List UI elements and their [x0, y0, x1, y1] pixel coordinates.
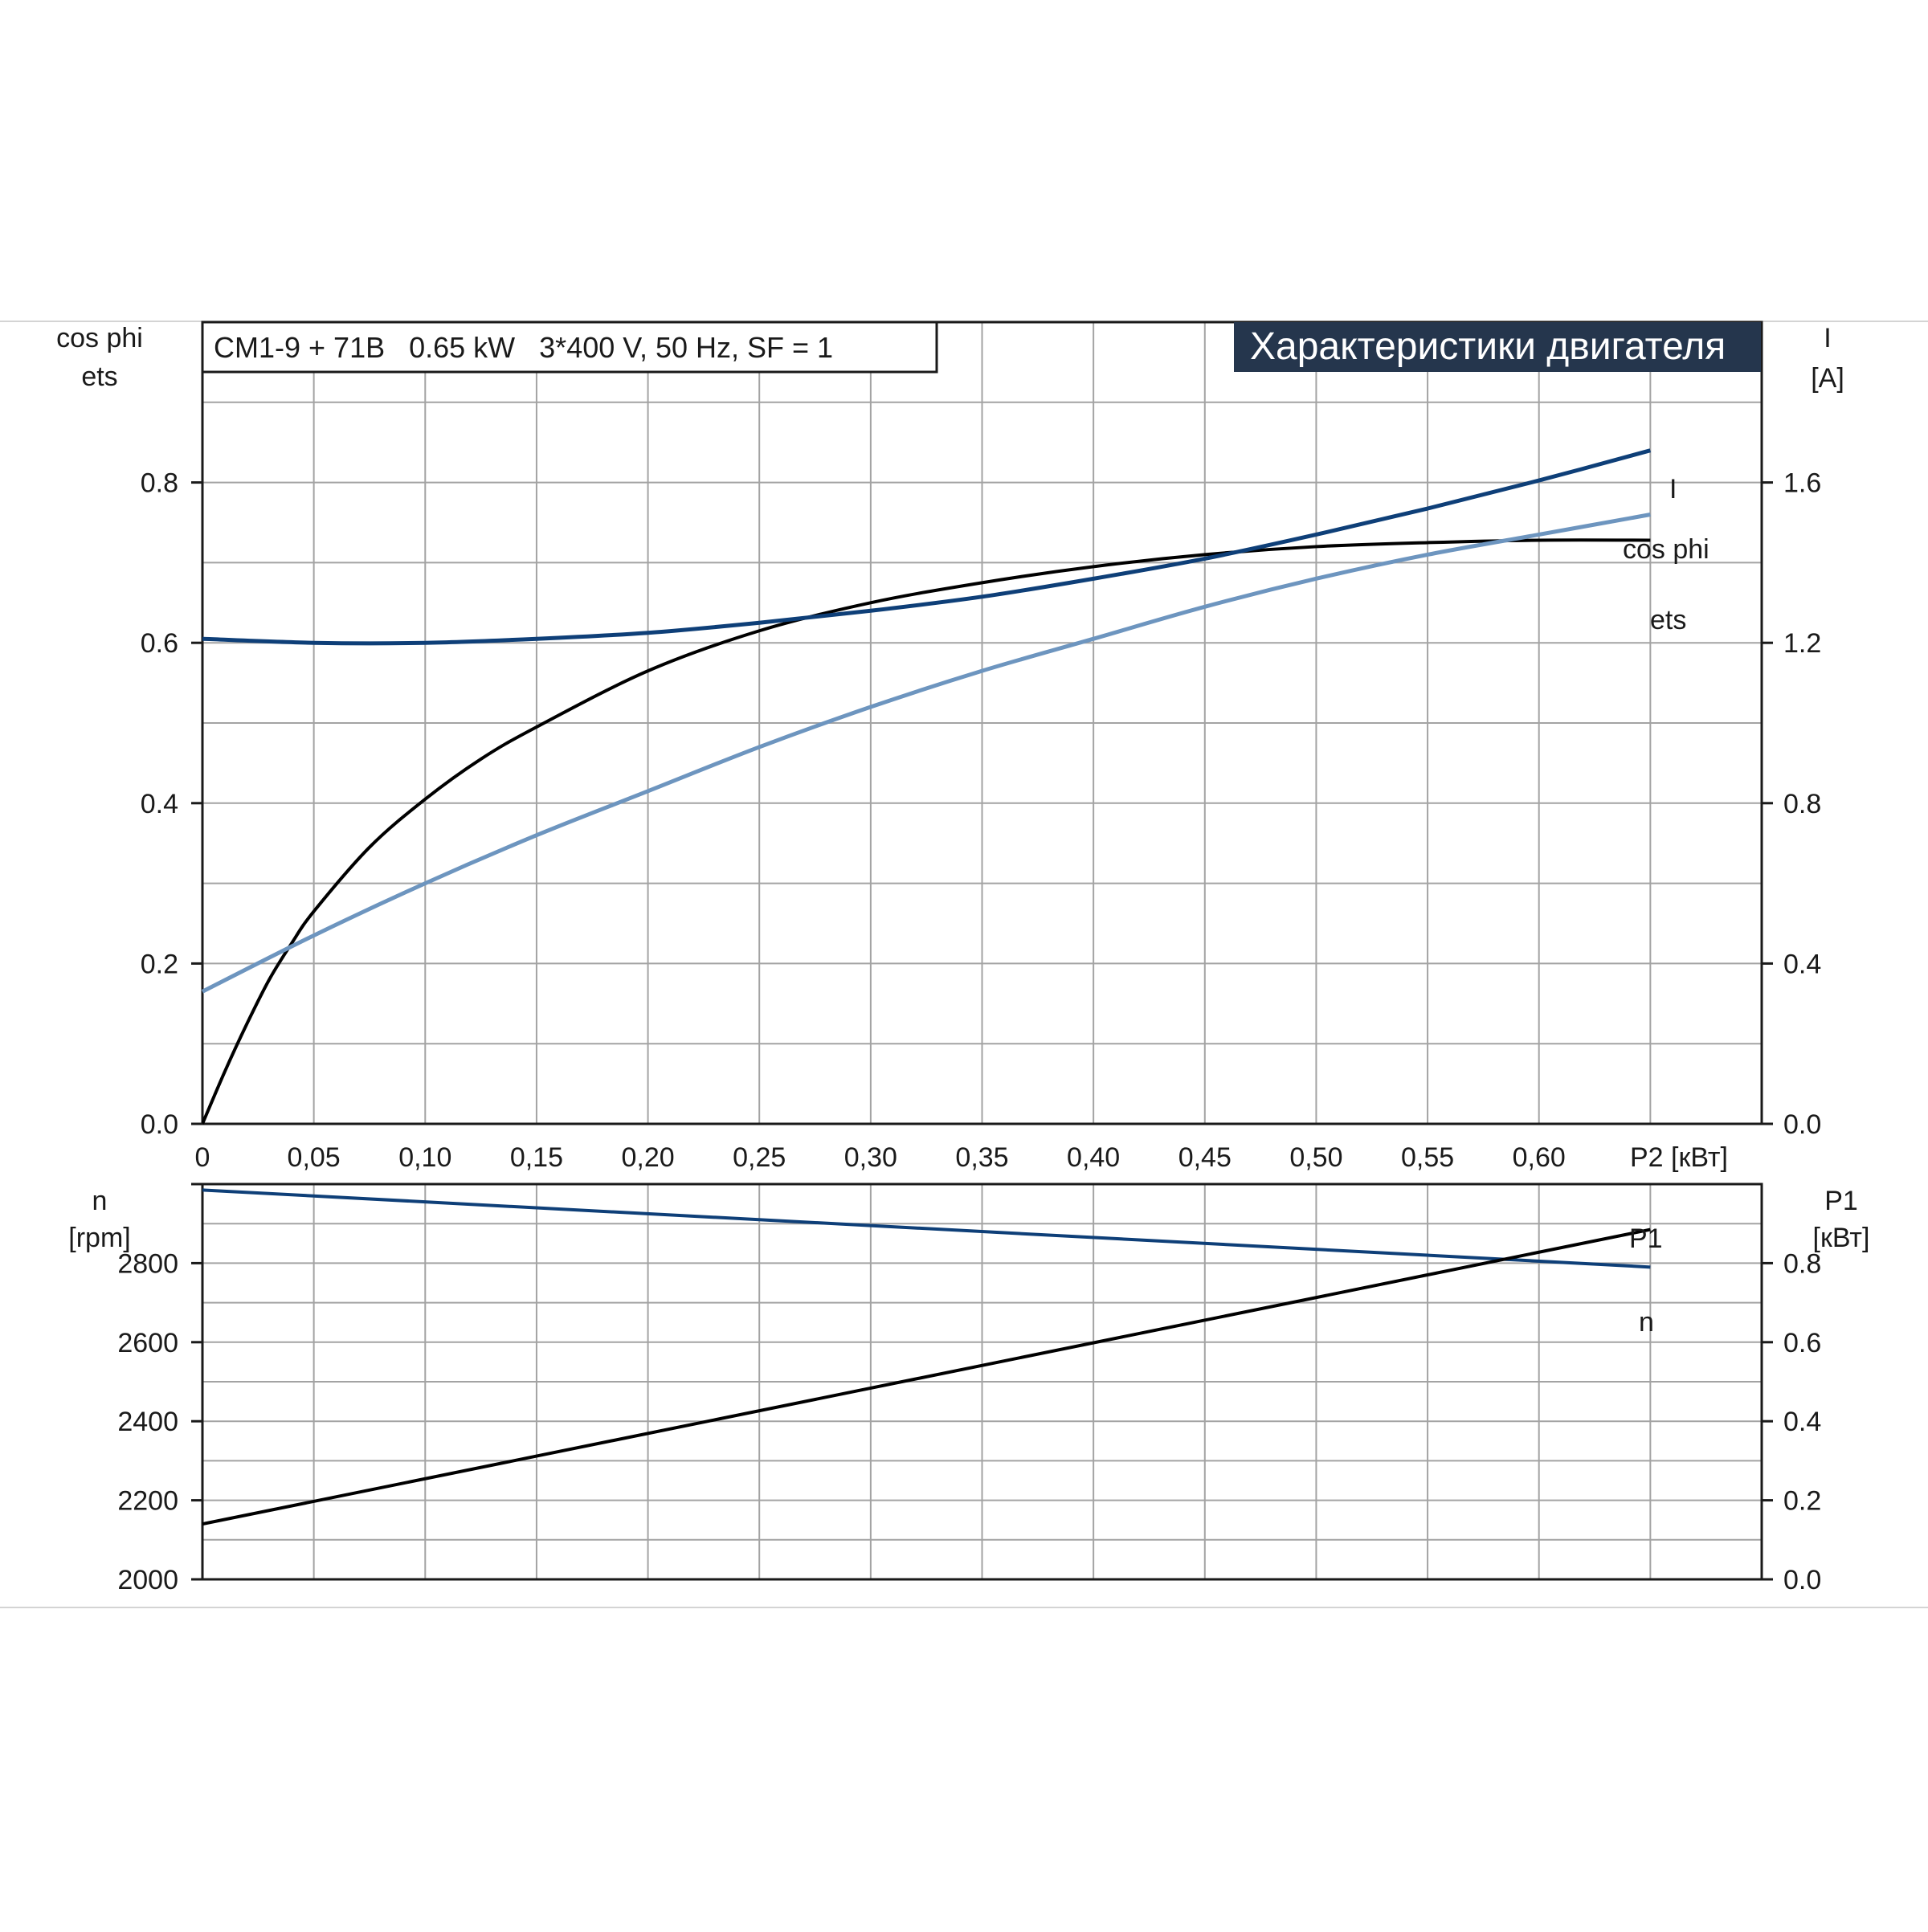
top-right-tick-label-2: 0.8 [1783, 789, 1821, 819]
top-right-tick-label-4: 1.6 [1783, 468, 1821, 499]
right-axis-title-current-unit: [A] [1811, 363, 1844, 394]
right-axis-title-current: I [1824, 323, 1831, 353]
top-left-tick-label-1: 0.2 [141, 949, 178, 979]
series-label-cosphi: cos phi [1623, 534, 1709, 565]
top-chart-frame [201, 321, 1763, 1125]
series-line-ets [201, 538, 1651, 1125]
tick-labels: 0 0,05 0,10 0,15 0,20 0,25 0,30 0,35 0,40 0,45 0,5… [117, 468, 1821, 1595]
series-line-cosphi [201, 513, 1651, 994]
x-tick-label-7: 0,35 [955, 1142, 1008, 1173]
series-line-speed [202, 1188, 1651, 1269]
series-label-current: I [1669, 474, 1677, 504]
x-tick-label-10: 0,50 [1289, 1142, 1342, 1173]
series-line-p1 [202, 1227, 1651, 1526]
bottom-right-tick-label-2: 0.4 [1783, 1407, 1821, 1437]
bottom-right-tick-label-1: 0.2 [1783, 1486, 1821, 1517]
bottom-chart-grid [202, 1183, 1763, 1580]
left-axis-title-speed: n [92, 1186, 108, 1216]
chart-title: Характеристики двигателя [1250, 325, 1726, 368]
series-label-ets: ets [1650, 605, 1686, 635]
top-right-tick-label-3: 1.2 [1783, 628, 1821, 659]
x-tick-label-12: 0,60 [1513, 1142, 1566, 1173]
right-axis-title-p1: P1 [1824, 1186, 1858, 1216]
x-tick-label-9: 0,45 [1178, 1142, 1232, 1173]
x-axis-title: P2 [кВт] [1630, 1142, 1728, 1173]
bottom-left-tick-label-2: 2400 [117, 1407, 178, 1437]
bottom-left-tick-label-3: 2600 [117, 1328, 178, 1358]
series-line-current [202, 448, 1652, 646]
bottom-right-tick-label-4: 0.8 [1783, 1248, 1821, 1279]
top-left-tick-label-3: 0.6 [141, 628, 178, 659]
x-tick-label-0: 0 [195, 1142, 210, 1173]
title-box [1234, 322, 1761, 372]
right-axis-title-p1-unit: [кВт] [1813, 1223, 1870, 1253]
bottom-chart-frame [201, 1182, 1763, 1581]
top-left-tick-label-4: 0.8 [141, 468, 178, 499]
x-tick-label-5: 0,25 [733, 1142, 786, 1173]
top-left-tick-label-0: 0.0 [141, 1109, 178, 1140]
bottom-left-tick-label-0: 2000 [117, 1565, 178, 1595]
bottom-right-tick-label-3: 0.6 [1783, 1328, 1821, 1358]
left-axis-title-ets: ets [81, 361, 117, 392]
bottom-right-tick-label-0: 0.0 [1783, 1565, 1821, 1595]
subtitle-box [201, 321, 938, 374]
x-tick-label-11: 0,55 [1401, 1142, 1454, 1173]
top-chart-grid [202, 321, 1763, 1125]
left-axis-title-speed-unit: [rpm] [68, 1223, 130, 1253]
bottom-left-tick-label-4: 2800 [117, 1248, 178, 1279]
x-tick-label-2: 0,10 [398, 1142, 451, 1173]
top-left-tick-label-2: 0.4 [141, 789, 178, 819]
x-tick-label-8: 0,40 [1067, 1142, 1120, 1173]
left-axis-title-cosphi: cos phi [56, 323, 143, 353]
series-label-speed: n [1639, 1307, 1654, 1338]
x-tick-label-4: 0,20 [621, 1142, 674, 1173]
top-right-tick-label-1: 0.4 [1783, 949, 1821, 979]
top-right-tick-label-0: 0.0 [1783, 1109, 1821, 1140]
x-tick-label-3: 0,15 [510, 1142, 563, 1173]
chart-subtitle: CM1-9 + 71B 0.65 kW 3*400 V, 50 Hz, SF =… [214, 331, 833, 364]
x-tick-label-6: 0,30 [844, 1142, 897, 1173]
bottom-left-tick-label-1: 2200 [117, 1486, 178, 1517]
series-label-p1: P1 [1629, 1223, 1663, 1254]
x-tick-label-1: 0,05 [288, 1142, 341, 1173]
